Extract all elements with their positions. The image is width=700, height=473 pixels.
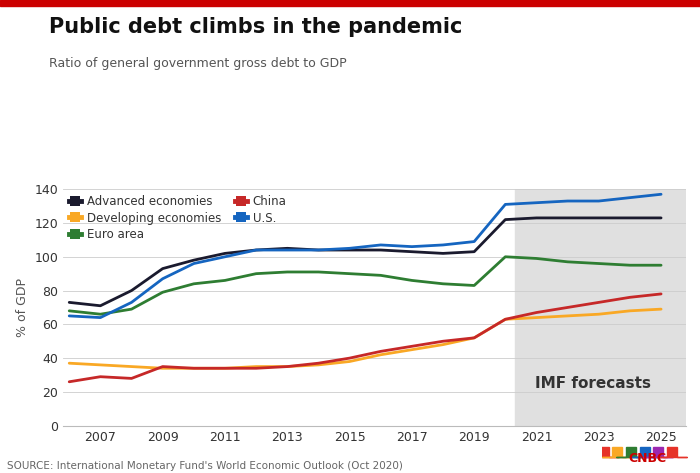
FancyArrow shape bbox=[657, 447, 687, 457]
Text: IMF forecasts: IMF forecasts bbox=[535, 376, 650, 391]
FancyArrow shape bbox=[616, 447, 646, 457]
FancyArrow shape bbox=[643, 447, 673, 457]
Bar bbox=[514, 189, 692, 426]
Text: CNBC: CNBC bbox=[629, 452, 666, 465]
Y-axis label: % of GDP: % of GDP bbox=[15, 278, 29, 337]
Text: SOURCE: International Monetary Fund's World Economic Outlook (Oct 2020): SOURCE: International Monetary Fund's Wo… bbox=[7, 461, 403, 471]
Text: Public debt climbs in the pandemic: Public debt climbs in the pandemic bbox=[49, 17, 463, 36]
FancyArrow shape bbox=[630, 447, 660, 457]
Legend: Advanced economies, Developing economies, Euro area, China, U.S.: Advanced economies, Developing economies… bbox=[69, 195, 287, 241]
FancyArrow shape bbox=[589, 447, 619, 457]
FancyArrow shape bbox=[603, 447, 633, 457]
Text: Ratio of general government gross debt to GDP: Ratio of general government gross debt t… bbox=[49, 57, 346, 70]
